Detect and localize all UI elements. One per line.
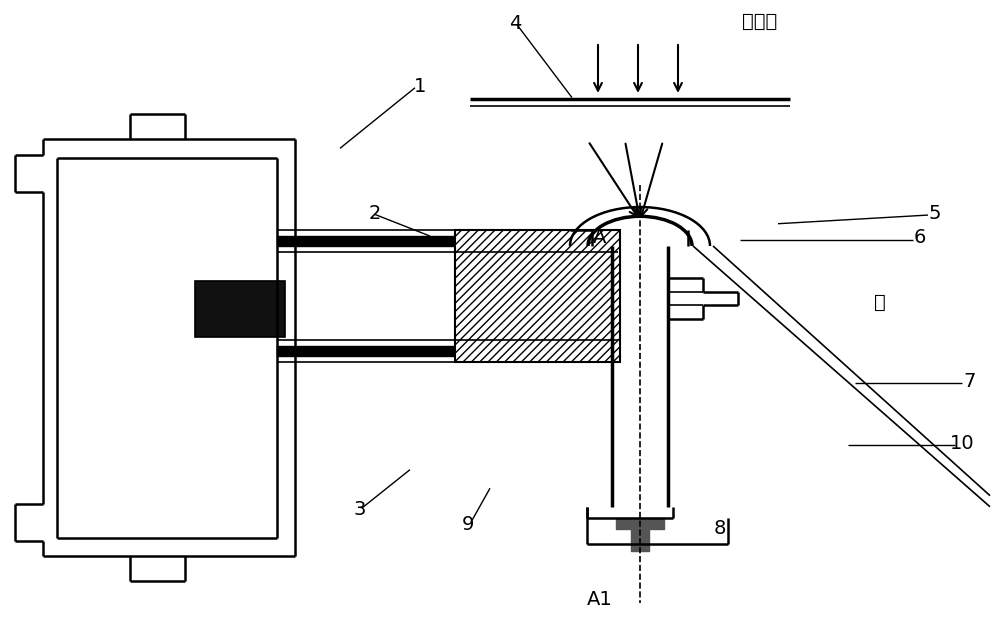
Text: A1: A1 bbox=[587, 590, 613, 609]
Text: 5: 5 bbox=[929, 204, 941, 222]
Bar bbox=[455, 230, 620, 362]
Bar bbox=[195, 281, 285, 337]
Text: 6: 6 bbox=[914, 229, 926, 247]
Text: A: A bbox=[593, 229, 607, 247]
Text: 3: 3 bbox=[354, 501, 366, 519]
Text: 太阳光: 太阳光 bbox=[742, 12, 778, 31]
Text: 10: 10 bbox=[950, 434, 974, 453]
Text: 7: 7 bbox=[964, 373, 976, 391]
Text: 水: 水 bbox=[874, 294, 886, 312]
Text: 8: 8 bbox=[714, 519, 726, 538]
Text: 9: 9 bbox=[462, 515, 474, 533]
Text: 2: 2 bbox=[369, 204, 381, 222]
Text: 4: 4 bbox=[509, 14, 521, 33]
Text: 1: 1 bbox=[414, 77, 426, 96]
